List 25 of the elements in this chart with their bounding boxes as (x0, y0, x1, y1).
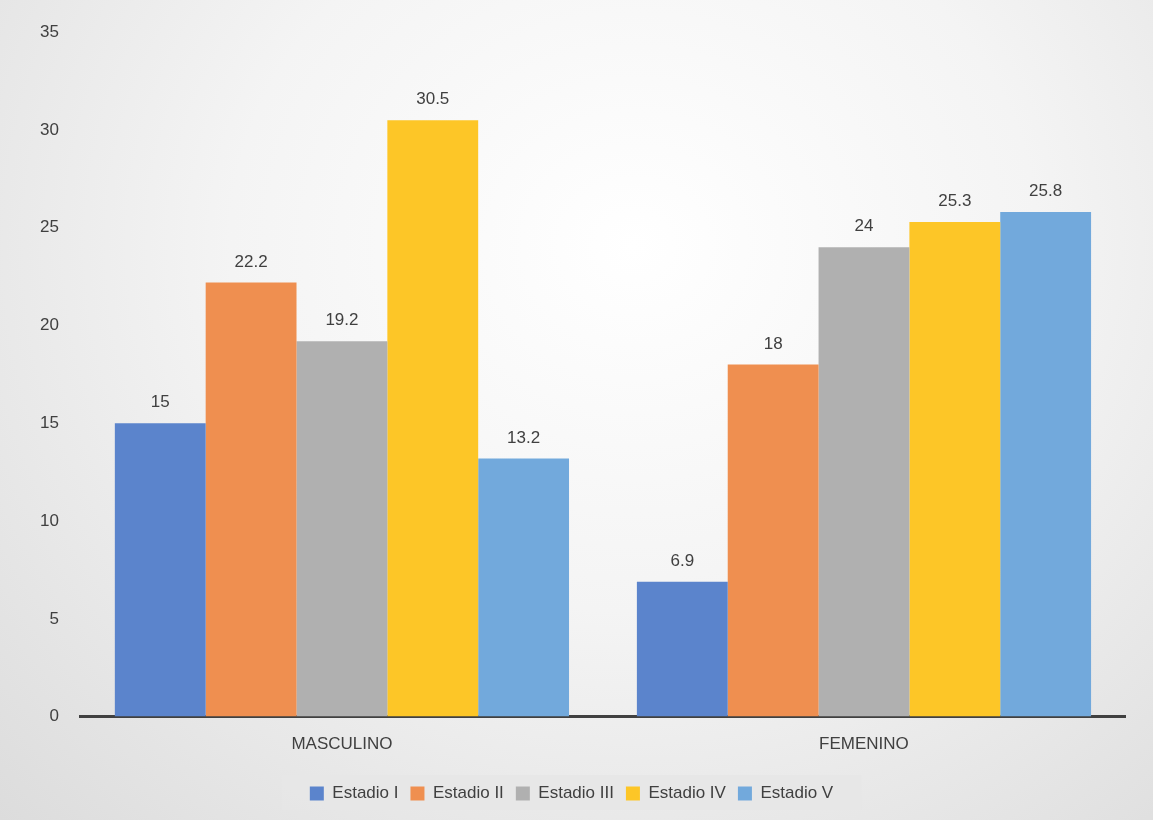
y-tick-label: 30 (39, 119, 59, 139)
y-tick-label: 35 (39, 21, 59, 41)
legend-label: Estadio II (432, 783, 504, 803)
data-label: 25.8 (1029, 181, 1063, 201)
legend-label: Estadio IV (648, 783, 727, 803)
data-label: 24 (854, 216, 874, 236)
x-tick-label: FEMENINO (819, 734, 909, 754)
legend-label: Estadio V (760, 783, 834, 803)
data-label: 19.2 (325, 310, 359, 330)
legend-label: Estadio I (332, 783, 399, 803)
data-label: 25.3 (938, 191, 972, 211)
y-tick-label: 10 (39, 510, 59, 530)
y-tick-label: 20 (39, 315, 59, 335)
data-label: 13.2 (507, 427, 541, 447)
y-tick-label: 15 (39, 412, 59, 432)
data-label: 18 (763, 333, 783, 353)
y-tick-label: 0 (49, 706, 59, 726)
data-label: 30.5 (416, 89, 450, 109)
y-tick-label: 25 (39, 217, 59, 237)
data-label: 22.2 (234, 251, 268, 271)
legend-label: Estadio III (538, 783, 614, 803)
y-tick-label: 5 (49, 608, 59, 628)
x-tick-label: MASCULINO (291, 734, 393, 754)
data-label: 15 (150, 392, 170, 412)
data-label: 6.9 (670, 550, 695, 570)
